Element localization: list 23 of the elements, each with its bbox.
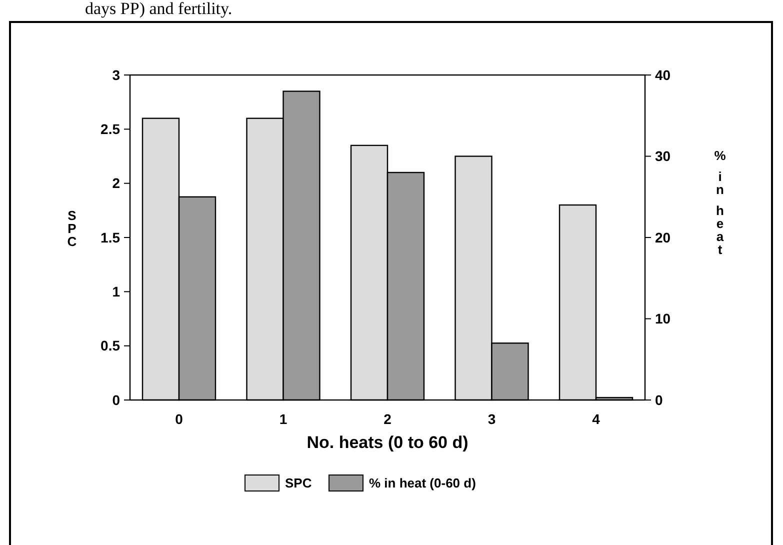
y2-tick-label: 30 bbox=[655, 148, 671, 164]
x-tick-label: 1 bbox=[279, 411, 288, 427]
y-tick-label: 2 bbox=[112, 175, 120, 192]
x-tick-label: 4 bbox=[592, 411, 600, 427]
y-tick-label: 2.5 bbox=[100, 121, 120, 138]
x-tick-label: 3 bbox=[488, 411, 496, 427]
y2-tick-label: 10 bbox=[655, 310, 671, 327]
y-tick-label: 1.5 bbox=[100, 229, 120, 246]
legend-label: % in heat (0-60 d) bbox=[369, 476, 476, 491]
x-tick-label: 2 bbox=[384, 411, 392, 427]
y2-axis-title: % in heat bbox=[714, 148, 726, 257]
y2-tick-label: 20 bbox=[655, 229, 671, 246]
x-axis-title: No. heats (0 to 60 d) bbox=[306, 433, 468, 452]
legend-label: SPC bbox=[285, 476, 312, 491]
y-tick-label: 0 bbox=[112, 392, 120, 408]
y-axis-title: SPC bbox=[67, 208, 78, 249]
x-tick-label: 0 bbox=[175, 411, 184, 427]
y2-tick-label: 40 bbox=[655, 66, 671, 83]
y-tick-label: 0.5 bbox=[100, 338, 120, 354]
text: days PP) and fertility. bbox=[85, 0, 232, 18]
y-tick-label: 1 bbox=[112, 284, 120, 300]
y2-tick-label: 0 bbox=[655, 392, 663, 408]
y-tick-label: 3 bbox=[112, 66, 120, 83]
